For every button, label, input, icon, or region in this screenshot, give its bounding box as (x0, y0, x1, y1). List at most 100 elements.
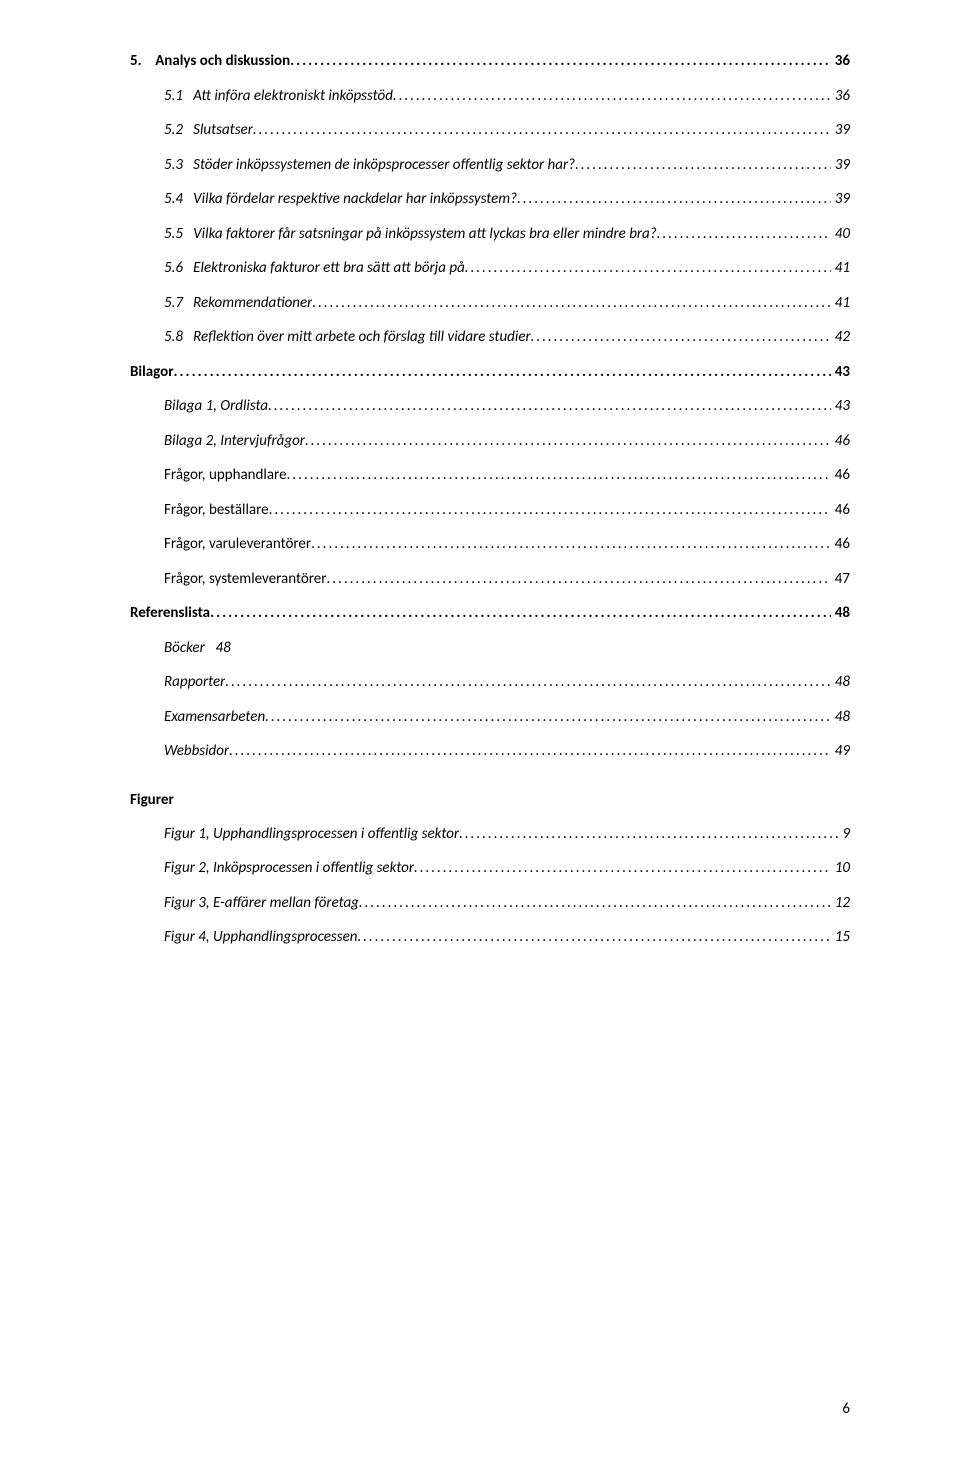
toc-title: Att införa elektroniskt inköpsstöd (193, 85, 393, 108)
toc-page-number: 46 (831, 430, 850, 453)
toc-page-number: 48 (831, 602, 850, 625)
toc-leader-dots (575, 154, 831, 177)
toc-page-number: 43 (831, 395, 850, 418)
toc-page-number: 39 (831, 188, 850, 211)
toc-leader-dots (305, 430, 831, 453)
toc-leader-dots (657, 223, 831, 246)
toc-leader-dots (459, 823, 838, 846)
toc-title: Vilka faktorer får satsningar på inköpss… (193, 223, 657, 246)
figure-title: Figur 3, E-affärer mellan företag (164, 892, 359, 915)
toc-page-number: 39 (831, 154, 850, 177)
toc-title: Frågor, upphandlare (164, 464, 287, 487)
table-of-contents: 5. Analys och diskussion365.1 Att införa… (130, 50, 850, 763)
toc-row: 5.2 Slutsatser39 (130, 119, 850, 142)
toc-page-number: 46 (831, 533, 850, 556)
toc-leader-dots (517, 188, 831, 211)
toc-row: Frågor, varuleverantörer46 (130, 533, 850, 556)
toc-row: Böcker 48 (130, 637, 850, 660)
toc-row: Bilagor 43 (130, 361, 850, 384)
figure-title: Figur 1, Upphandlingsprocessen i offentl… (164, 823, 459, 846)
toc-row: Referenslista 48 (130, 602, 850, 625)
toc-row: Bilaga 1, Ordlista 43 (130, 395, 850, 418)
figure-page-number: 10 (831, 857, 850, 880)
toc-number: 5.3 (164, 154, 193, 177)
toc-number: 5.6 (164, 257, 193, 280)
toc-title: Examensarbeten (164, 706, 265, 729)
toc-page-number: 48 (831, 671, 850, 694)
toc-row: 5.3 Stöder inköpssystemen de inköpsproce… (130, 154, 850, 177)
page-content: 5. Analys och diskussion365.1 Att införa… (0, 0, 960, 1008)
toc-leader-dots (253, 119, 831, 142)
toc-title: Reflektion över mitt arbete och förslag … (193, 326, 530, 349)
toc-leader-dots (229, 740, 831, 763)
toc-page-number: 41 (831, 257, 850, 280)
figure-row: Figur 3, E-affärer mellan företag 12 (130, 892, 850, 915)
toc-title: Bilagor (130, 361, 174, 384)
toc-page-number: 40 (831, 223, 850, 246)
toc-leader-dots (312, 292, 830, 315)
toc-page-number: 46 (831, 464, 850, 487)
figure-page-number: 12 (831, 892, 850, 915)
toc-row: 5.8 Reflektion över mitt arbete och förs… (130, 326, 850, 349)
toc-title: Rapporter (164, 671, 225, 694)
toc-number: 5.1 (164, 85, 193, 108)
toc-title: Böcker (164, 637, 205, 660)
toc-leader-dots (225, 671, 830, 694)
toc-leader-dots (393, 85, 831, 108)
toc-title: Analys och diskussion (155, 50, 290, 73)
toc-row: Frågor, upphandlare 46 (130, 464, 850, 487)
toc-leader-dots (265, 706, 831, 729)
toc-row: Frågor, beställare46 (130, 499, 850, 522)
toc-page-number: 47 (831, 568, 850, 591)
toc-page-number: 46 (831, 499, 850, 522)
toc-page-number: 43 (831, 361, 850, 384)
toc-spacer (205, 637, 212, 660)
figure-page-number: 9 (838, 823, 850, 846)
toc-page-number: 36 (831, 85, 850, 108)
toc-title: Slutsatser (193, 119, 253, 142)
figure-row: Figur 2, Inköpsprocessen i offentlig sek… (130, 857, 850, 880)
toc-row: 5.5 Vilka faktorer får satsningar på ink… (130, 223, 850, 246)
toc-row: 5.4 Vilka fördelar respektive nackdelar … (130, 188, 850, 211)
toc-title: Vilka fördelar respektive nackdelar har … (193, 188, 517, 211)
toc-row: Bilaga 2, Intervjufrågor46 (130, 430, 850, 453)
toc-page-number: 42 (831, 326, 850, 349)
figure-title: Figur 4, Upphandlingsprocessen (164, 926, 357, 949)
figure-row: Figur 4, Upphandlingsprocessen 15 (130, 926, 850, 949)
toc-title: Elektroniska fakturor ett bra sätt att b… (193, 257, 465, 280)
toc-title: Webbsidor (164, 740, 229, 763)
toc-number: 5.7 (164, 292, 193, 315)
toc-page-number: 39 (831, 119, 850, 142)
toc-leader-dots (269, 499, 831, 522)
figure-page-number: 15 (831, 926, 850, 949)
toc-row: 5. Analys och diskussion 36 (130, 50, 850, 73)
toc-row: Webbsidor 49 (130, 740, 850, 763)
figure-title: Figur 2, Inköpsprocessen i offentlig sek… (164, 857, 414, 880)
toc-leader-dots (326, 568, 830, 591)
toc-leader-dots (287, 464, 831, 487)
toc-title: Rekommendationer (193, 292, 312, 315)
toc-page-number: 49 (831, 740, 850, 763)
toc-row: 5.1 Att införa elektroniskt inköpsstöd 36 (130, 85, 850, 108)
toc-title: Referenslista (130, 602, 210, 625)
toc-page-number: 36 (831, 50, 850, 73)
toc-leader-dots (210, 602, 831, 625)
toc-number: 5. (130, 50, 155, 73)
toc-leader-dots (268, 395, 831, 418)
toc-number: 5.5 (164, 223, 193, 246)
figures-list: Figur 1, Upphandlingsprocessen i offentl… (130, 823, 850, 949)
figure-row: Figur 1, Upphandlingsprocessen i offentl… (130, 823, 850, 846)
toc-page-number: 48 (212, 637, 231, 660)
toc-leader-dots (465, 257, 831, 280)
toc-row: Frågor, systemleverantörer 47 (130, 568, 850, 591)
toc-title: Bilaga 1, Ordlista (164, 395, 268, 418)
page-number: 6 (842, 1400, 850, 1418)
toc-leader-dots (174, 361, 831, 384)
toc-title: Frågor, systemleverantörer (164, 568, 326, 591)
toc-leader-dots (311, 533, 831, 556)
toc-title: Stöder inköpssystemen de inköpsprocesser… (193, 154, 575, 177)
toc-number: 5.8 (164, 326, 193, 349)
toc-leader-dots (357, 926, 830, 949)
toc-row: Rapporter 48 (130, 671, 850, 694)
toc-leader-dots (414, 857, 831, 880)
